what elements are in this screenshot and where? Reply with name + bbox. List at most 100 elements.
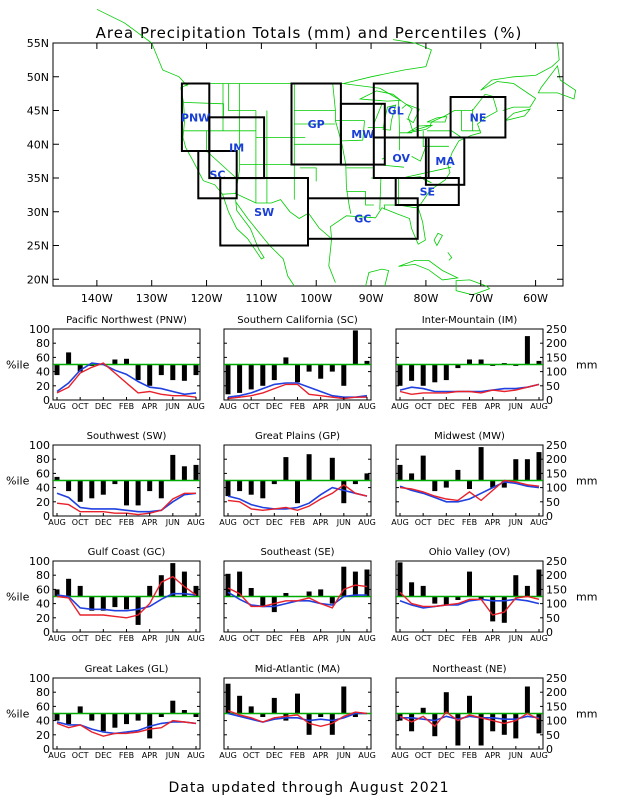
mm-tick-label: 0 [546, 394, 553, 407]
percentile-bar [147, 585, 153, 597]
state-boundary [332, 83, 347, 188]
lat-tick-label: 55N [27, 37, 49, 50]
percentile-bar [89, 480, 95, 499]
hispaniola [455, 279, 491, 296]
pct-tick-label: 100 [29, 323, 50, 336]
mm-tick-label: 0 [546, 510, 553, 523]
lon-tick-label: 100W [300, 292, 332, 305]
percentile-bar [536, 452, 542, 481]
percentile-bar [283, 457, 289, 481]
normal-precip-line [399, 481, 540, 503]
percentile-bar [77, 706, 83, 714]
region-box-se [394, 177, 460, 206]
month-tick-label: AUG [530, 751, 548, 760]
percentile-bar [89, 596, 95, 611]
month-tick-label: AUG [391, 634, 409, 643]
month-tick-label: OCT [415, 518, 432, 527]
mm-tick-label: 250 [546, 323, 567, 336]
region-label-gp: GP [308, 118, 325, 131]
month-tick-label: AUG [48, 518, 66, 527]
percentile-bar [432, 480, 438, 492]
percentile-bar [420, 585, 426, 597]
percentile-bar [260, 713, 266, 717]
percentile-bar [432, 364, 438, 383]
month-tick-label: APR [313, 402, 329, 411]
percentile-bar [409, 582, 415, 597]
percentile-bar [135, 364, 141, 381]
percentile-bar [420, 707, 426, 714]
percentile-bar [181, 364, 187, 381]
percentile-bar [225, 364, 231, 395]
percentile-bar [501, 596, 507, 623]
lon-tick-label: 80W [413, 292, 438, 305]
percentile-bar [455, 713, 461, 746]
percentile-bar [524, 459, 530, 481]
percentile-bar [341, 480, 347, 504]
percentile-bar [443, 480, 449, 488]
percentile-bar [536, 360, 542, 365]
yucatan [365, 268, 390, 287]
month-tick-label: JUN [336, 518, 351, 527]
percentile-bar [409, 473, 415, 481]
percentile-bar [536, 713, 542, 734]
month-tick-label: FEB [462, 751, 477, 760]
percentile-bar [329, 457, 335, 481]
percentile-bar [225, 480, 231, 497]
state-boundary [411, 146, 427, 162]
panel-title: Gulf Coast (GC) [88, 547, 166, 558]
month-tick-label: AUG [219, 402, 237, 411]
percentile-bar [467, 359, 472, 365]
percentile-bar [77, 585, 83, 597]
state-boundary [427, 130, 462, 138]
mm-tick-label: 250 [546, 672, 567, 685]
percentile-bar [329, 596, 335, 604]
percentile-bar [295, 693, 300, 714]
panel-title: Midwest (MW) [434, 431, 505, 442]
panel-title: Ohio Valley (OV) [429, 547, 511, 558]
pct-tick-label: 0 [43, 510, 50, 523]
region-box-sc [197, 150, 238, 200]
pct-axis-label: %ile [6, 708, 30, 721]
month-tick-label: FEB [119, 634, 134, 643]
pct-tick-label: 40 [36, 366, 50, 379]
panel-title: Pacific Northwest (PNW) [66, 315, 187, 326]
pct-tick-label: 80 [36, 453, 50, 466]
state-boundary [383, 178, 399, 210]
percentile-bar [432, 713, 438, 737]
month-tick-label: AUG [187, 402, 205, 411]
mm-tick-label: 200 [546, 337, 567, 350]
percentile-bar [341, 686, 347, 714]
percentile-bar [478, 359, 484, 365]
mm-tick-label: 50 [546, 380, 560, 393]
percentile-bar [112, 596, 118, 608]
month-tick-label: APR [142, 751, 158, 760]
percentile-bar [501, 713, 507, 735]
state-boundary [379, 177, 382, 210]
month-tick-label: FEB [119, 402, 134, 411]
month-tick-label: OCT [243, 518, 260, 527]
bahamas-1 [433, 232, 443, 247]
mm-tick-label: 250 [546, 439, 567, 452]
month-tick-label: OCT [243, 751, 260, 760]
mm-tick-label: 0 [546, 743, 553, 756]
month-tick-label: FEB [119, 518, 134, 527]
percentile-bar [248, 364, 254, 390]
percentile-bar [100, 480, 106, 495]
percentile-bar [181, 710, 187, 714]
percentile-bar [295, 364, 300, 383]
pct-tick-label: 100 [29, 672, 50, 685]
lat-tick-label: 35N [27, 172, 49, 185]
region-label-sc: SC [210, 169, 226, 182]
lon-tick-label: 120W [191, 292, 223, 305]
percentile-bar [170, 454, 176, 481]
state-boundary [183, 102, 224, 116]
percentile-bar [341, 364, 347, 386]
month-tick-label: APR [142, 634, 158, 643]
pct-tick-label: 0 [43, 743, 50, 756]
pct-tick-label: 60 [36, 700, 50, 713]
month-tick-label: AUG [358, 634, 376, 643]
percentile-bar [124, 596, 129, 610]
